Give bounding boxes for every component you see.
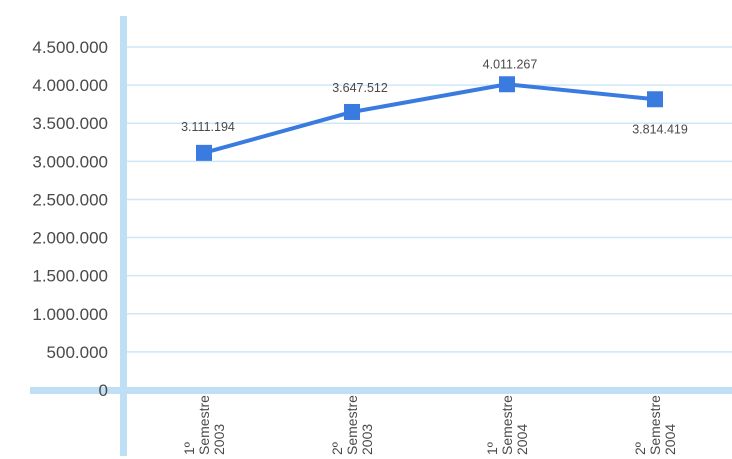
y-axis-tick-labels: 0 500.000 1.000.000 1.500.000 2.000.000 2.500… xyxy=(32,38,108,400)
y-tick-label: 3.500.000 xyxy=(32,114,108,133)
series-line-layer xyxy=(203,82,656,155)
y-tick-label: 0 xyxy=(99,381,108,400)
series-markers xyxy=(196,76,663,161)
x-tick-label-line: 1º xyxy=(181,442,197,455)
x-tick-label-line: 2003 xyxy=(211,424,227,455)
x-tick-label-line: 2004 xyxy=(662,424,678,455)
data-labels: 3.111.194 3.647.512 4.011.267 3.814.419 xyxy=(181,57,688,136)
x-tick-label-line: 1º xyxy=(484,442,500,455)
y-tick-label: 4.500.000 xyxy=(32,38,108,57)
x-tick-label-line: 2004 xyxy=(514,424,530,455)
y-axis-line xyxy=(120,16,127,456)
x-tick-label-line: Semestre xyxy=(499,395,515,455)
gridlines xyxy=(123,46,732,353)
y-tick-label: 2.000.000 xyxy=(32,229,108,248)
data-label: 4.011.267 xyxy=(483,57,538,71)
series-line xyxy=(203,82,656,155)
x-tick-label-line: 2º xyxy=(329,442,345,455)
x-tick-label: 1ºSemestre2003 xyxy=(181,395,227,455)
x-tick-label: 1ºSemestre2004 xyxy=(484,395,530,455)
data-label: 3.647.512 xyxy=(332,81,388,95)
axes xyxy=(30,16,732,456)
data-label: 3.814.419 xyxy=(632,122,688,136)
x-axis-tick-labels: 1ºSemestre2003 2ºSemestre2003 1ºSemestre20… xyxy=(181,395,678,455)
x-tick-label-line: 2003 xyxy=(359,424,375,455)
data-point-marker xyxy=(196,144,212,161)
data-label: 3.111.194 xyxy=(181,120,235,134)
x-tick-label-line: Semestre xyxy=(647,395,663,455)
data-point-marker xyxy=(344,103,360,120)
y-tick-label: 4.000.000 xyxy=(32,76,108,95)
data-point-marker xyxy=(647,91,663,108)
y-tick-label: 1.000.000 xyxy=(32,305,108,324)
x-axis-line xyxy=(30,387,732,394)
x-tick-label: 2ºSemestre2004 xyxy=(632,395,678,455)
x-tick-label-line: Semestre xyxy=(344,395,360,455)
y-tick-label: 3.000.000 xyxy=(32,152,108,171)
x-tick-label-line: Semestre xyxy=(196,395,212,455)
x-tick-label-line: 2º xyxy=(632,442,648,455)
y-tick-label: 500.000 xyxy=(47,343,108,362)
data-point-marker xyxy=(499,76,515,93)
y-tick-label: 1.500.000 xyxy=(32,267,108,286)
y-tick-label: 2.500.000 xyxy=(32,190,108,209)
x-tick-label: 2ºSemestre2003 xyxy=(329,395,375,455)
